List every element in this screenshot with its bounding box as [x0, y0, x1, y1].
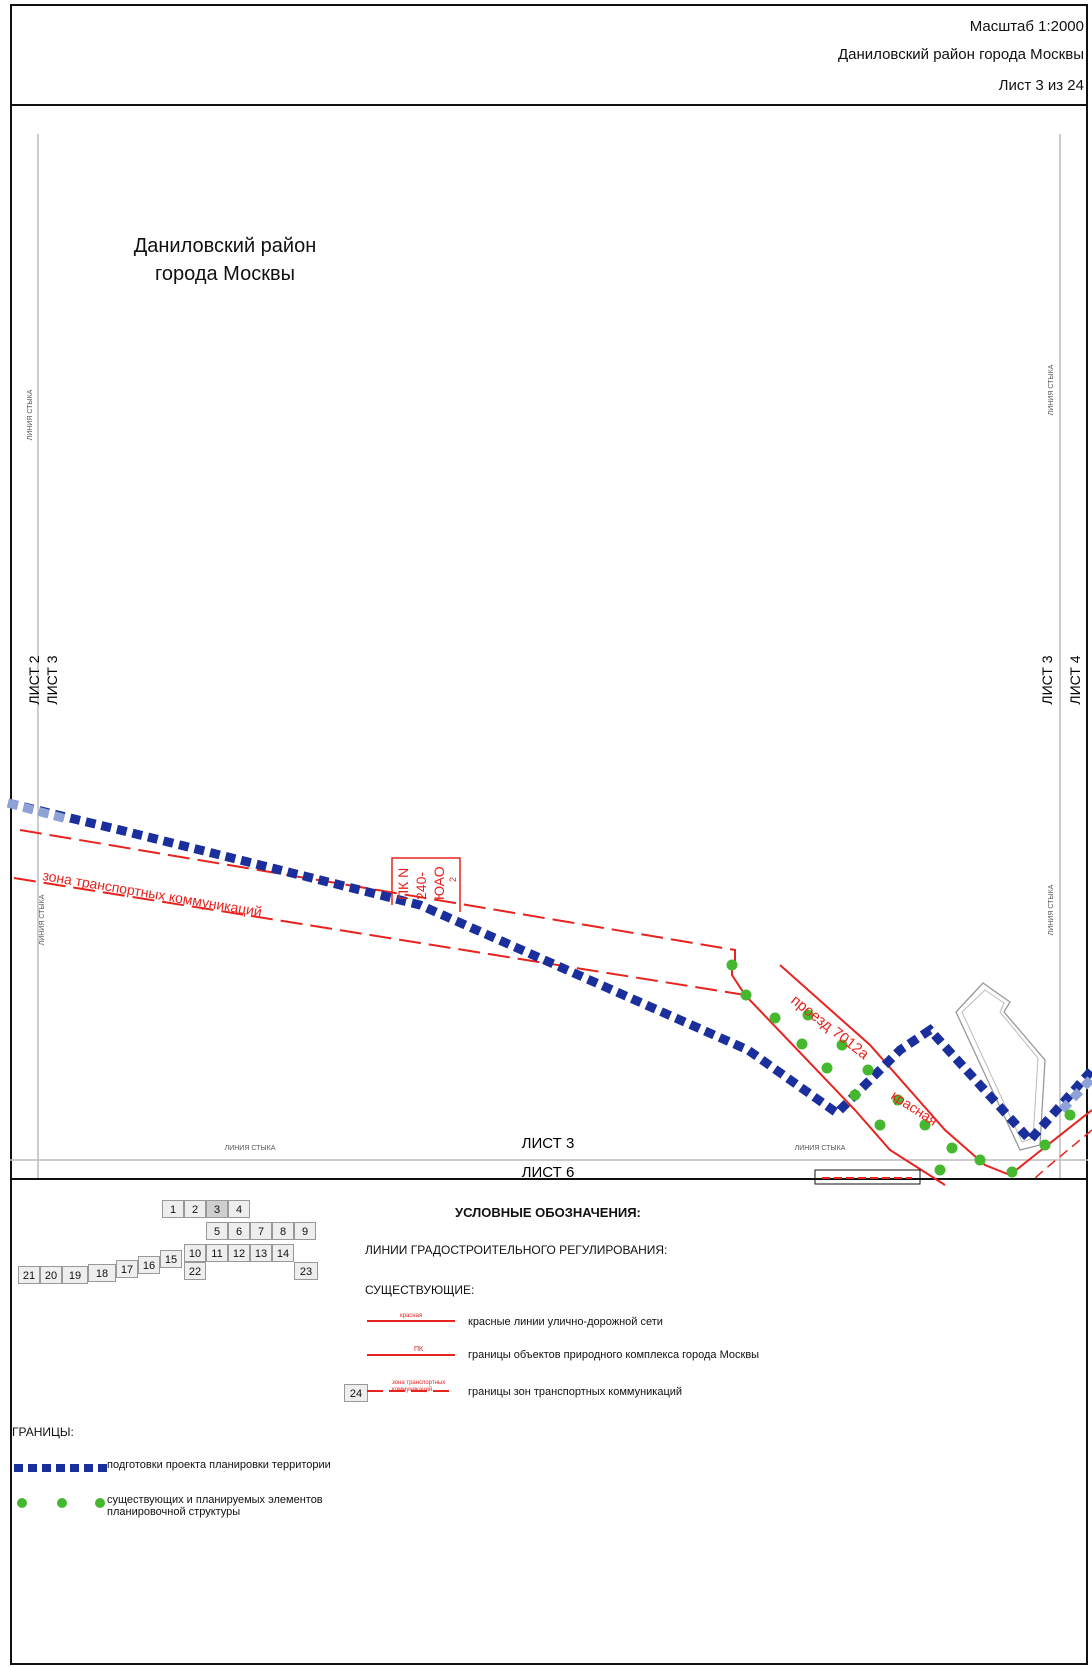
legend-elements-boundary: существующих и планируемых элементов пла… [107, 1494, 323, 1518]
sheet-index-cell-current[interactable]: 3 [206, 1200, 228, 1218]
sheet-index-cell[interactable]: 22 [184, 1262, 206, 1280]
legend-title: УСЛОВНЫЕ ОБОЗНАЧЕНИЯ: [455, 1205, 641, 1220]
district-label: Даниловский район города Москвы [110, 232, 340, 288]
sheet-label-right-outer: ЛИСТ 4 [1067, 655, 1083, 704]
sheet-index-cell[interactable]: 17 [116, 1260, 138, 1278]
sheet-label-left-inner: ЛИСТ 3 [44, 655, 60, 704]
sheet-index-cell[interactable]: 23 [294, 1262, 318, 1280]
pk-label-line1: ПК N [395, 868, 411, 900]
sheet-index-cell[interactable]: 20 [40, 1266, 62, 1284]
sheet-index-cell[interactable]: 24 [344, 1384, 368, 1402]
sheet-index-cell[interactable]: 18 [88, 1264, 116, 1282]
legend-red-mini: красная [400, 1313, 423, 1319]
legend-swatches [367, 1320, 455, 1392]
sheet-label-left-outer: ЛИСТ 2 [26, 655, 42, 704]
pk-label-sub: 2 [448, 877, 458, 882]
sheet-label-bottom-upper: ЛИСТ 3 [522, 1135, 575, 1152]
legend-regulation-heading: ЛИНИИ ГРАДОСТРОИТЕЛЬНОГО РЕГУЛИРОВАНИЯ: [365, 1243, 668, 1257]
join-label-left-lower: ЛИНИЯ СТЫКА [39, 894, 46, 945]
sheet-index-cell[interactable]: 6 [228, 1222, 250, 1240]
sheet-index-cell[interactable]: 5 [206, 1222, 228, 1240]
sheet-frame [10, 4, 1088, 1665]
legend-element-point [17, 1498, 27, 1508]
district-label-line2: города Москвы [155, 263, 295, 285]
sheet-index-cell[interactable]: 14 [272, 1244, 294, 1262]
sheet-label-bottom-lower: ЛИСТ 6 [522, 1164, 575, 1181]
sheet-number: Лист 3 из 24 [998, 77, 1084, 94]
legend-callout-box [814, 1169, 921, 1185]
legend-natural-lines: границы объектов природного комплекса го… [468, 1349, 760, 1361]
sheet-index-cell[interactable]: 1 [162, 1200, 184, 1218]
sheet-index-cell[interactable]: 13 [250, 1244, 272, 1262]
sheet-label-right-inner: ЛИСТ 3 [1039, 655, 1055, 704]
sheet-index-cell[interactable]: 4 [228, 1200, 250, 1218]
legend-natural-mini: ПК [414, 1346, 424, 1353]
join-label-bottom-right: ЛИНИЯ СТЫКА [795, 1145, 846, 1152]
header-divider [10, 104, 1088, 106]
join-label-right-lower: ЛИНИЯ СТЫКА [1048, 884, 1055, 935]
pk-box [391, 857, 461, 912]
sheet-index-cell[interactable]: 7 [250, 1222, 272, 1240]
pk-label-line3: ЮАО [431, 866, 447, 900]
building-outline-inner [961, 989, 1039, 1143]
element-boundary-points [726, 959, 1076, 1178]
planning-boundary-fade-left [6, 798, 72, 825]
sheet-index-cell[interactable]: 12 [228, 1244, 250, 1262]
planning-boundary-line [6, 798, 1092, 1147]
red-line-label: красная [888, 1087, 940, 1129]
legend-divider [10, 1178, 1088, 1180]
legend-boundary-swatches [14, 1464, 112, 1508]
transport-zone-line-lower [13, 877, 746, 996]
legend-existing-heading: СУЩЕСТВУЮЩИЕ: [365, 1283, 475, 1297]
join-label-bottom-left: ЛИНИЯ СТЫКА [225, 1145, 276, 1152]
legend-element-point [57, 1498, 67, 1508]
scale-label: Масштаб 1:2000 [969, 18, 1084, 35]
transport-zone-line-upper [19, 829, 736, 962]
red-line-road-east-dashed [1034, 1129, 1092, 1179]
legend-element-point [95, 1498, 105, 1508]
building-outline [955, 982, 1046, 1151]
red-line-road-east [779, 964, 1092, 1177]
sheet-index-cell[interactable]: 11 [206, 1244, 228, 1262]
red-line-road-west [731, 962, 946, 1186]
legend-boundaries-heading: ГРАНИЦЫ: [12, 1425, 74, 1439]
join-label-left-upper: ЛИНИЯ СТЫКА [27, 389, 34, 440]
sheet-index-cell[interactable]: 10 [184, 1244, 206, 1262]
sheet-index-cell[interactable]: 16 [138, 1256, 160, 1274]
sheet-index-cell[interactable]: 9 [294, 1222, 316, 1240]
legend-red-lines: красные линии улично-дорожной сети [468, 1316, 663, 1328]
transport-zone-label: зона транспортных коммуникаций [42, 867, 264, 919]
legend-transport-lines: границы зон транспортных коммуникаций [468, 1386, 683, 1398]
header-district: Даниловский район города Москвы [838, 46, 1084, 63]
sheet-index-cell[interactable]: 2 [184, 1200, 206, 1218]
pk-label-line2: 240- [413, 872, 429, 900]
legend-planning-boundary: подготовки проекта планировки территории [107, 1459, 331, 1471]
sheet-index-cell[interactable]: 21 [18, 1266, 40, 1284]
join-label-right-upper: ЛИНИЯ СТЫКА [1048, 364, 1055, 415]
sheet-index-cell[interactable]: 15 [160, 1250, 182, 1268]
sheet-index-cell[interactable]: 19 [62, 1266, 88, 1284]
legend-transport-mini: зона транспортных коммуникаций [392, 1380, 446, 1393]
district-label-line1: Даниловский район [133, 235, 317, 257]
sheet-index-cell[interactable]: 8 [272, 1222, 294, 1240]
planning-boundary-fade-right [1058, 1074, 1092, 1114]
